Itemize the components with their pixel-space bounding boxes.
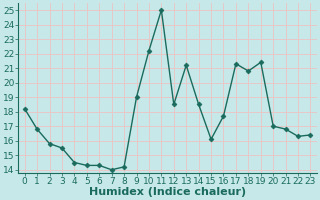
X-axis label: Humidex (Indice chaleur): Humidex (Indice chaleur) xyxy=(89,187,246,197)
